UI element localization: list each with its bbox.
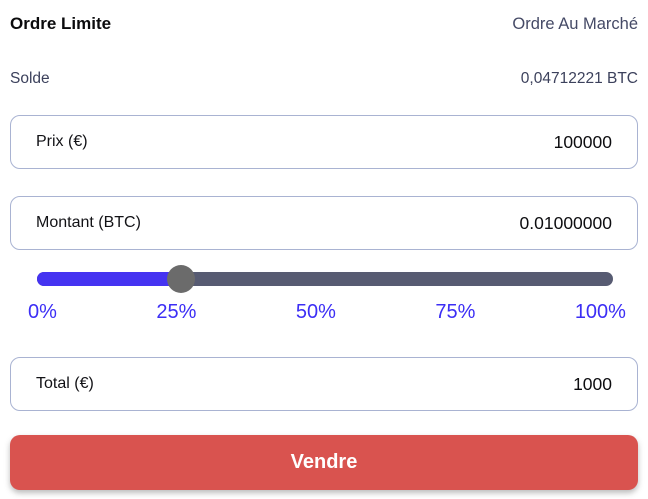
price-input[interactable]: [87, 131, 612, 153]
balance-value: 0,04712221 BTC: [520, 70, 638, 87]
percent-slider: [37, 265, 613, 293]
tab-limit-order[interactable]: Ordre Limite: [10, 14, 112, 33]
amount-field[interactable]: Montant (BTC): [10, 196, 638, 250]
slider-label-25[interactable]: 25%: [156, 301, 197, 323]
slider-label-100[interactable]: 100%: [574, 301, 626, 323]
slider-label-50[interactable]: 50%: [295, 301, 336, 323]
balance-row: Solde 0,04712221 BTC: [10, 70, 638, 88]
sell-button[interactable]: Vendre: [10, 435, 638, 490]
slider-label-0[interactable]: 0%: [28, 301, 57, 323]
slider-label-75[interactable]: 75%: [435, 301, 476, 323]
order-type-tabs: Ordre Limite Ordre Au Marché: [10, 10, 638, 34]
price-label: Prix (€): [36, 133, 88, 150]
balance-label: Solde: [10, 70, 50, 87]
slider-fill: [37, 272, 181, 286]
amount-input[interactable]: [140, 212, 612, 234]
amount-label: Montant (BTC): [36, 214, 141, 231]
slider-percent-labels: 0% 25% 50% 75% 100%: [28, 301, 626, 324]
tab-market-order[interactable]: Ordre Au Marché: [512, 15, 638, 33]
total-input[interactable]: [93, 373, 612, 395]
price-field[interactable]: Prix (€): [10, 115, 638, 169]
slider-thumb[interactable]: [167, 265, 195, 293]
total-field[interactable]: Total (€): [10, 357, 638, 411]
slider-track[interactable]: [37, 265, 613, 293]
total-label: Total (€): [36, 375, 94, 392]
